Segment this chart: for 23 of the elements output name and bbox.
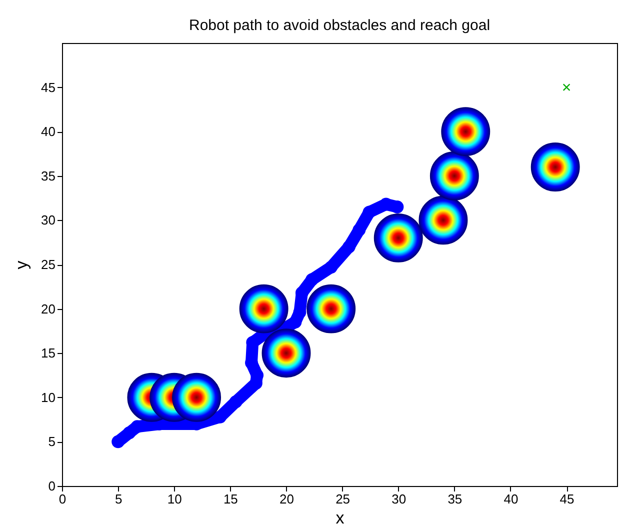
- y-tick-label: 15: [41, 346, 56, 361]
- x-tick-label: 0: [58, 492, 66, 506]
- y-tick-label: 30: [41, 212, 56, 228]
- x-tick-label: 20: [280, 492, 294, 506]
- y-tick-label: 25: [41, 257, 56, 272]
- y-tick-label: 5: [48, 434, 56, 450]
- chart-title: Robot path to avoid obstacles and reach goal: [188, 17, 490, 34]
- y-tick-label: 0: [48, 478, 56, 494]
- x-tick-label: 5: [114, 492, 122, 506]
- y-axis-title: y: [12, 260, 32, 270]
- y-tick-label: 45: [41, 80, 56, 95]
- x-axis-title: x: [336, 508, 345, 528]
- y-tick-label: 35: [41, 168, 56, 184]
- x-tick-label: 15: [223, 492, 238, 506]
- x-tick-label: 40: [504, 492, 518, 506]
- y-tick-label: 10: [41, 390, 56, 405]
- x-tick-label: 45: [560, 492, 574, 506]
- x-tick-label: 25: [336, 492, 350, 506]
- y-tick-label: 20: [41, 301, 56, 316]
- x-tick-label: 10: [167, 492, 182, 506]
- x-tick-label: 30: [392, 492, 406, 506]
- x-tick-label: 35: [448, 492, 462, 506]
- y-tick-label: 40: [41, 124, 56, 140]
